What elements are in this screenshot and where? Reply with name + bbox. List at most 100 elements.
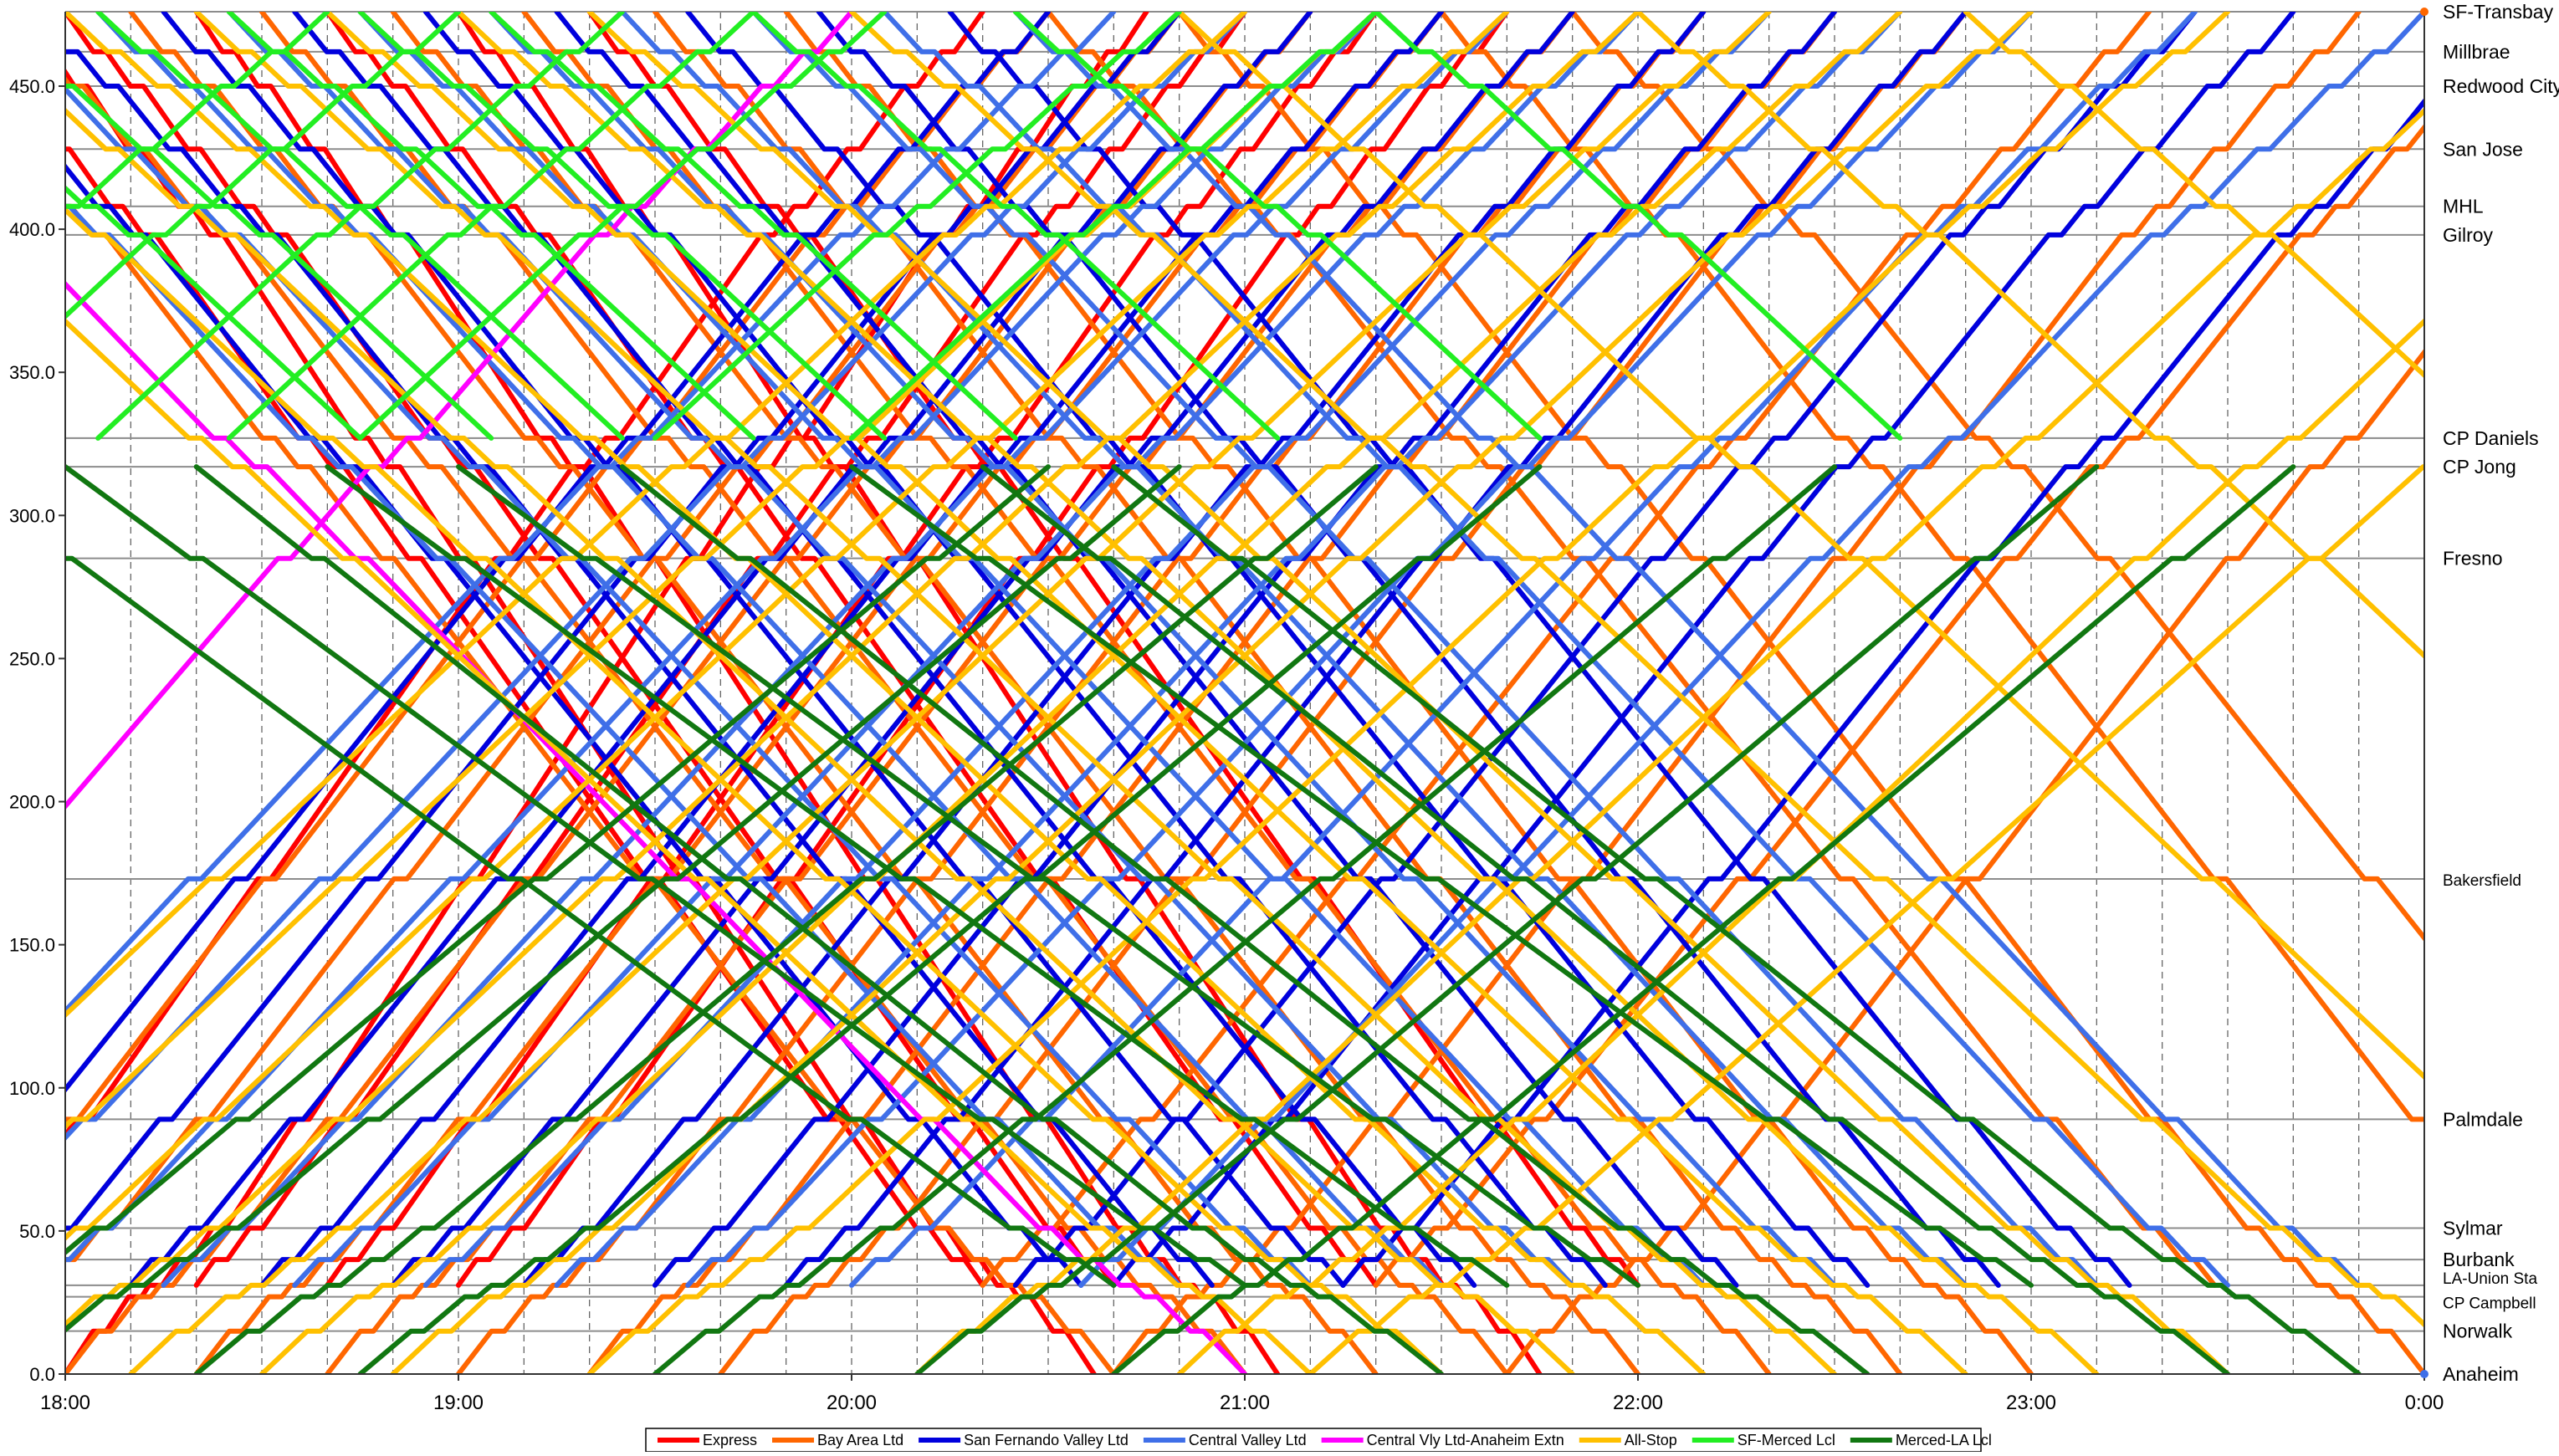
train-path [65, 206, 1444, 1374]
y-tick-label: 50.0 [19, 1221, 55, 1242]
legend-item: SF-Merced Lcl [1691, 1432, 1835, 1448]
y-tick-label: 150.0 [9, 935, 55, 956]
train-path [619, 12, 1968, 1288]
y-tick-label: 200.0 [9, 792, 55, 813]
train-path [456, 12, 2100, 1374]
y-tick-label: 0.0 [29, 1364, 55, 1385]
train-path [292, 12, 1477, 1288]
train-path [65, 280, 1247, 1374]
y-tick-label: 300.0 [9, 505, 55, 526]
train-path [1176, 12, 2424, 1081]
train-path [65, 12, 1117, 1288]
x-tick-label: 19:00 [433, 1392, 484, 1414]
train-path [1111, 464, 2296, 1374]
legend-item: Central Vly Ltd-Anaheim Extn [1321, 1432, 1564, 1448]
train-path [653, 12, 1837, 1288]
train-path [554, 12, 1739, 1288]
train-path [193, 464, 1379, 1374]
train-path [390, 12, 2034, 1374]
train-path [586, 12, 2230, 1374]
train-path [456, 464, 1640, 1288]
train-path [1439, 12, 2424, 1123]
train-path [65, 464, 1051, 1256]
train-path [619, 464, 1871, 1374]
series-sf-merced-lcl [65, 12, 1903, 441]
legend-item: Central Valley Ltd [1143, 1432, 1307, 1448]
train-path [193, 464, 1444, 1374]
series-central-vly-ltd-anaheim-extn [65, 12, 1247, 1374]
train-path [65, 555, 1117, 1288]
train-path [65, 12, 1247, 1019]
station-label: Gilroy [2443, 224, 2494, 246]
station-label: Millbrae [2443, 41, 2510, 63]
train-path [390, 12, 1575, 1288]
train-path [65, 12, 1640, 1328]
train-path [259, 12, 1444, 1288]
legend-label: Merced-LA Lcl [1896, 1432, 1992, 1448]
train-path [914, 464, 2100, 1374]
train-path [65, 12, 1510, 1242]
train-path [161, 12, 1346, 1288]
train-path [489, 12, 1018, 441]
train-path [1176, 12, 2424, 1374]
x-axis-ticks: 18:00 19:00 20:00 21:00 22:00 23:00 0:00 [40, 1374, 2444, 1414]
train-path [128, 12, 1313, 1288]
station-label: Bakersfield [2443, 872, 2521, 890]
legend-box [645, 1428, 1982, 1453]
train-path [1111, 464, 2362, 1374]
station-label: Anaheim [2443, 1363, 2519, 1385]
train-path [653, 464, 1837, 1374]
station-label: CP Daniels [2443, 427, 2539, 449]
train-path [128, 12, 1772, 1374]
train-path [750, 12, 2100, 1288]
train-path [1308, 464, 2424, 1374]
legend-label: SF-Merced Lcl [1738, 1432, 1835, 1448]
x-tick-label: 0:00 [2405, 1392, 2444, 1414]
train-path [422, 12, 1772, 1288]
legend-label: Express [703, 1432, 757, 1448]
terminus-marker [2420, 8, 2428, 16]
train-path [816, 12, 2001, 1288]
train-path [849, 12, 2424, 1328]
train-path [65, 318, 1313, 1374]
train-path [1373, 12, 1903, 441]
train-path [325, 12, 1379, 1288]
station-label: Burbank [2443, 1249, 2515, 1270]
train-path [980, 464, 2230, 1374]
series-san-fernando-valley-ltd [65, 12, 2424, 1288]
train-path [357, 464, 1543, 1374]
station-label: CP Campbell [2443, 1295, 2536, 1313]
train-path [65, 12, 461, 320]
train-path [325, 464, 1510, 1288]
station-label: CP Jong [2443, 456, 2516, 478]
train-path [849, 12, 1379, 441]
train-path [226, 12, 756, 441]
station-labels: SF-Transbay Millbrae Redwood City San Jose M… [2420, 1, 2559, 1385]
series-layer [65, 12, 2424, 1374]
train-path [95, 12, 1444, 1288]
station-label: Palmdale [2443, 1108, 2523, 1130]
y-tick-label: 350.0 [9, 362, 55, 383]
x-tick-label: 18:00 [40, 1392, 90, 1414]
legend-item: Bay Area Ltd [772, 1432, 903, 1448]
train-path [1340, 97, 2424, 1288]
y-tick-label: 250.0 [9, 648, 55, 669]
terminus-marker [2420, 1370, 2428, 1378]
train-path [947, 12, 2132, 1288]
station-label: Norwalk [2443, 1321, 2513, 1342]
train-path [65, 12, 330, 211]
train-path [882, 12, 2230, 1288]
station-label: Sylmar [2443, 1217, 2503, 1239]
train-path [783, 12, 1968, 1288]
train-path [357, 12, 888, 441]
train-path [489, 12, 1837, 1288]
station-label: LA-Union Sta [2443, 1270, 2537, 1288]
legend-label: Central Vly Ltd-Anaheim Extn [1367, 1432, 1564, 1448]
x-tick-label: 21:00 [1220, 1392, 1270, 1414]
train-path [65, 12, 854, 810]
train-path [65, 146, 985, 1288]
train-path [65, 185, 363, 441]
train-path [1012, 12, 2362, 1288]
train-path [325, 12, 1968, 1374]
station-label: Fresno [2443, 548, 2503, 570]
